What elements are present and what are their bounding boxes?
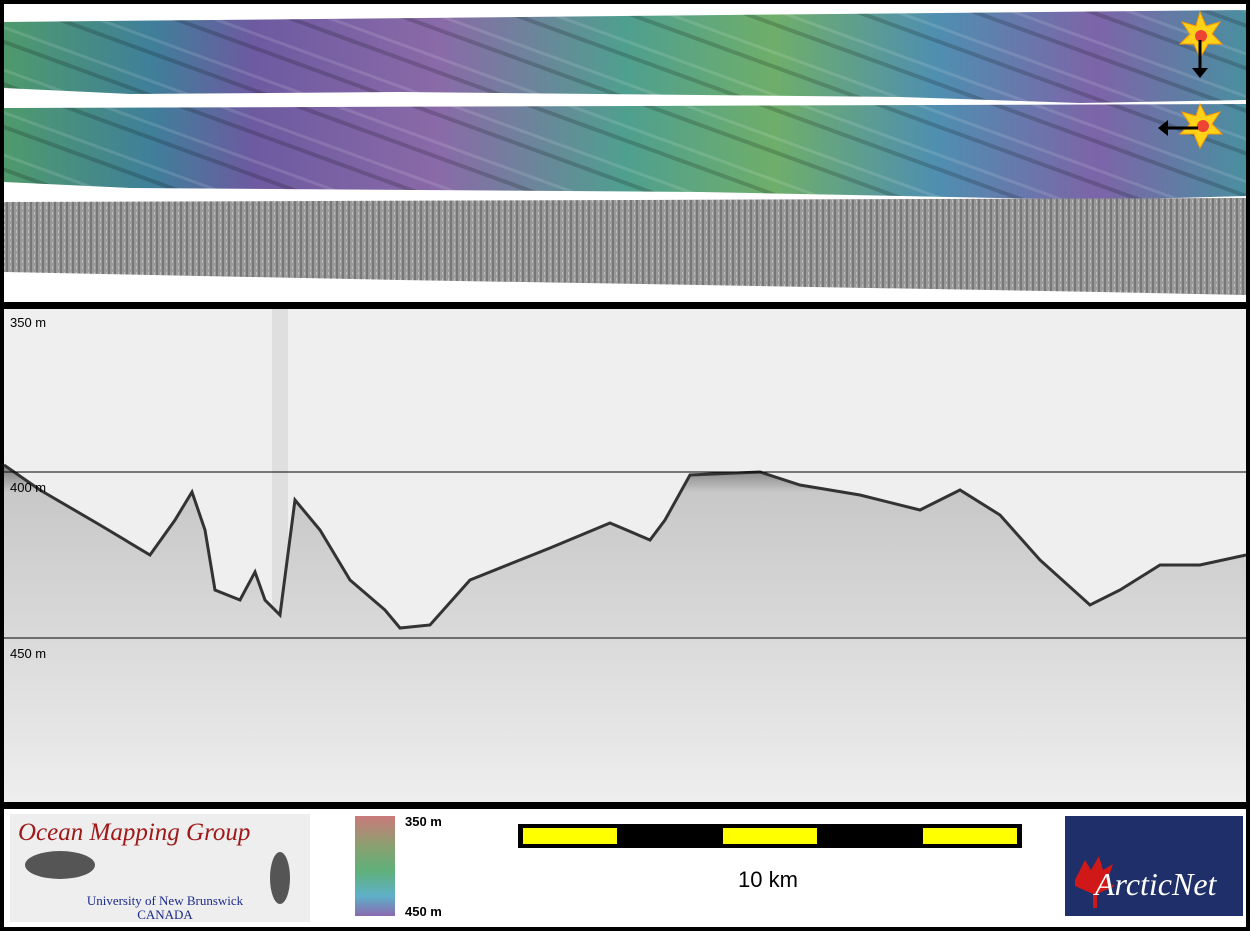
swath-strip (4, 10, 1246, 103)
colorbar-label: 350 m (405, 814, 442, 829)
seafloor (4, 465, 1246, 802)
logo-title: ArcticNet (1093, 866, 1218, 902)
backscatter-strip (4, 198, 1246, 295)
logo-text: CANADA (137, 907, 193, 922)
colorbar-label: 450 m (405, 904, 442, 919)
logo-title: Ocean Mapping Group (18, 819, 250, 846)
colorbar (355, 816, 395, 916)
seafloor-reflector (3, 463, 1247, 630)
depth-label: 400 m (10, 480, 46, 495)
arcticnet-logo: ArcticNet (1065, 816, 1243, 916)
sun-icon (1178, 10, 1224, 78)
scale-label: 10 km (738, 867, 798, 892)
sun-icon (1158, 102, 1224, 150)
omg-logo: Ocean Mapping Group University of New Br… (10, 814, 310, 922)
depth-label: 350 m (10, 315, 46, 330)
swath-strip (4, 104, 1246, 200)
logo-text: University of New Brunswick (87, 893, 244, 908)
depth-label: 450 m (10, 646, 46, 661)
scale-bar (518, 824, 1022, 848)
